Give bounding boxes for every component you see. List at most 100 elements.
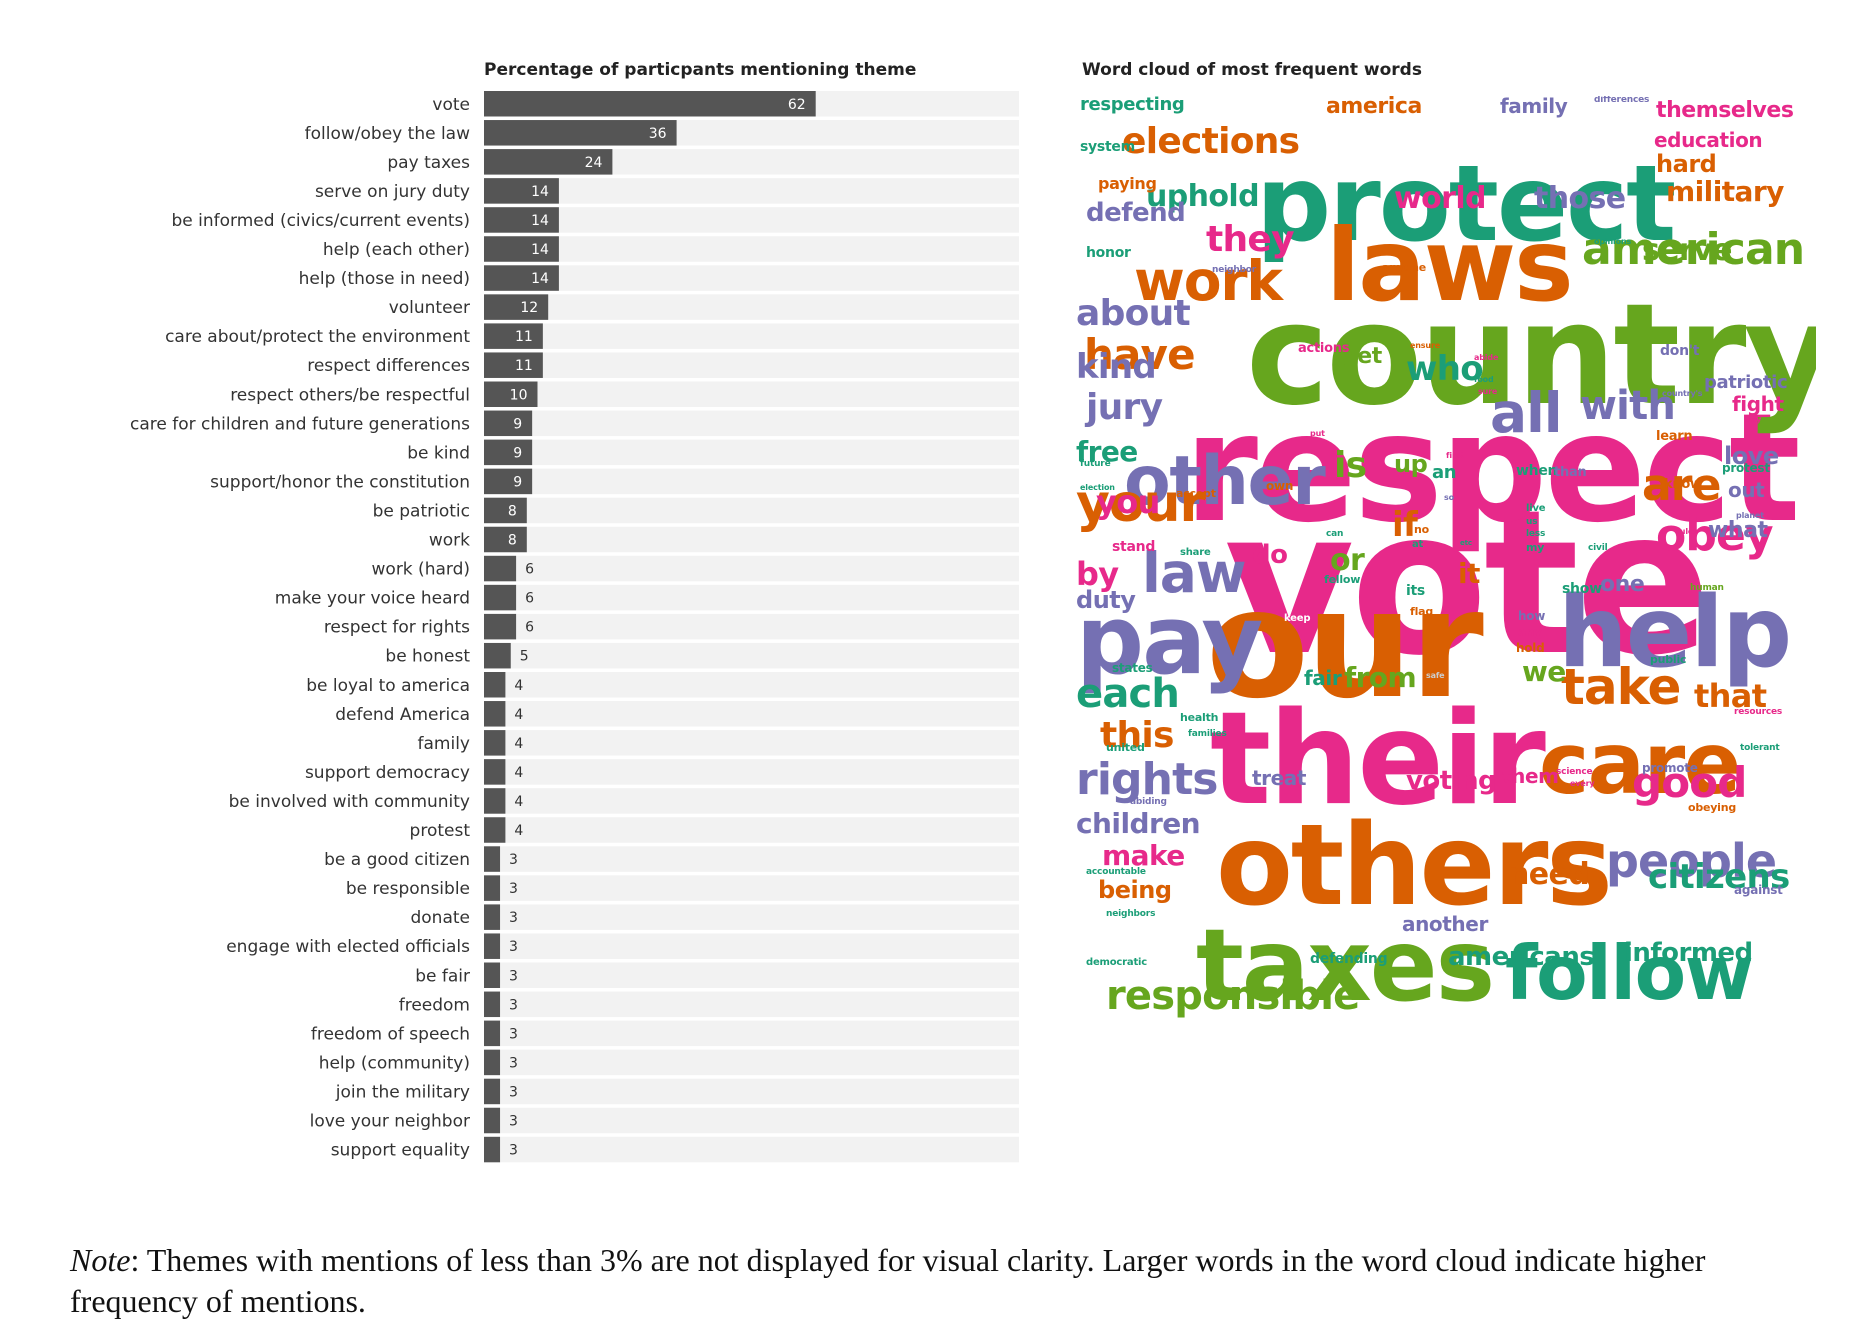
cloud-word: who [1406, 349, 1484, 389]
bar-chart-title: Percentage of particpants mentioning the… [484, 60, 917, 80]
cloud-word: informed [1624, 938, 1753, 968]
bar-10 [484, 381, 538, 407]
cloud-word: planet [1736, 511, 1764, 520]
bar-20 [484, 672, 506, 698]
cloud-word: are [1642, 460, 1721, 511]
cloud-word: etc [1460, 539, 1472, 547]
cloud-word: american [1582, 224, 1805, 275]
bar-track [484, 962, 1019, 988]
cloud-word: follow [1505, 929, 1754, 1017]
bar-track [484, 207, 1019, 233]
cloud-word: serve [1642, 233, 1733, 268]
bar-track [484, 381, 1019, 407]
cloud-word: work [1134, 249, 1283, 313]
bar-track [484, 788, 1019, 814]
note-text: : Themes with mentions of less than 3% a… [70, 1242, 1706, 1319]
bar-track [484, 323, 1019, 349]
value-label: 4 [514, 794, 523, 810]
cloud-word: any [1518, 625, 1542, 639]
cloud-word: an [1432, 462, 1457, 483]
cloud-word: take [1561, 658, 1681, 716]
category-label: pay taxes [387, 153, 470, 173]
word-cloud: vote respect country our their others protect l… [1076, 96, 1816, 1160]
cloud-word: system [1080, 139, 1135, 155]
bar-track [484, 410, 1019, 437]
cloud-word: rules [1676, 527, 1698, 536]
cloud-word: rights [1076, 754, 1218, 805]
value-label: 9 [513, 445, 522, 461]
cloud-word: civil [1588, 543, 1608, 553]
cloud-word: people [1606, 834, 1777, 888]
cloud-word: jury [1086, 387, 1163, 428]
cloud-word: states [1112, 661, 1153, 675]
category-label: serve on jury duty [315, 182, 470, 202]
bar-1 [484, 120, 677, 146]
cloud-word: duty [1076, 586, 1136, 614]
bar-track [484, 730, 1019, 756]
cloud-word: taxes [1196, 907, 1495, 1024]
cloud-word: learn [1656, 429, 1693, 444]
cloud-word: accept [1176, 487, 1216, 500]
cloud-word: resources [1734, 707, 1783, 717]
cloud-word: country's [1662, 389, 1703, 398]
cloud-word: so [1444, 493, 1454, 502]
value-label: 4 [514, 707, 523, 723]
cloud-word: that [1694, 677, 1767, 715]
cloud-word: if [1392, 505, 1418, 545]
cloud-word: neighbors [1106, 909, 1156, 919]
value-label: 6 [525, 591, 534, 607]
cloud-word: abiding [1130, 797, 1167, 807]
bar-track [484, 1020, 1019, 1047]
cloud-word: about [1076, 293, 1191, 334]
bar-34 [484, 1078, 501, 1105]
cloud-word: love [1724, 442, 1779, 470]
bar-27 [484, 875, 501, 901]
value-label: 3 [509, 997, 518, 1013]
cloud-word: health [1180, 711, 1219, 724]
bar-track [484, 875, 1019, 901]
cloud-word: them [1502, 764, 1559, 788]
cloud-word: against [1734, 883, 1783, 897]
category-label: respect for rights [324, 618, 470, 638]
bar-track [484, 991, 1019, 1018]
cloud-word: each [1076, 671, 1180, 717]
cloud-word: vote [1224, 467, 1711, 700]
cloud-word: this [1100, 715, 1174, 756]
bar-track [484, 236, 1019, 262]
value-label: 11 [515, 329, 533, 345]
value-label: 3 [509, 910, 518, 926]
cloud-word: children [1076, 807, 1201, 840]
cloud-word: at [1412, 539, 1424, 550]
value-label: 3 [509, 1055, 518, 1071]
bar-12 [484, 439, 533, 466]
cloud-word: one [1600, 572, 1645, 597]
bar-track [484, 178, 1019, 204]
category-label: respect differences [307, 356, 470, 376]
cloud-word: human [1690, 583, 1724, 593]
category-label: respect others/be respectful [230, 385, 470, 405]
bar-30 [484, 962, 501, 988]
bar-track [484, 584, 1019, 611]
cloud-word: hard [1656, 150, 1717, 178]
cloud-word: themselves [1656, 98, 1794, 123]
bar-6 [484, 265, 559, 291]
cloud-word: actions [1298, 341, 1350, 356]
category-label: be responsible [346, 879, 470, 899]
cloud-word: others [1216, 801, 1613, 931]
value-label: 4 [514, 823, 523, 839]
bar-track [484, 1078, 1019, 1105]
bar-28 [484, 904, 501, 930]
cloud-word: education [1654, 128, 1763, 152]
category-label: volunteer [389, 298, 470, 318]
bar-track [484, 933, 1019, 959]
cloud-word: need [1508, 857, 1590, 892]
category-label: support/honor the constitution [210, 472, 470, 492]
cloud-word: get [1342, 344, 1382, 369]
value-label: 8 [508, 503, 517, 519]
category-label: freedom [399, 995, 470, 1015]
category-label: love your neighbor [310, 1112, 470, 1132]
bar-35 [484, 1107, 501, 1134]
bar-track [484, 526, 1019, 553]
bar-track [484, 265, 1019, 291]
